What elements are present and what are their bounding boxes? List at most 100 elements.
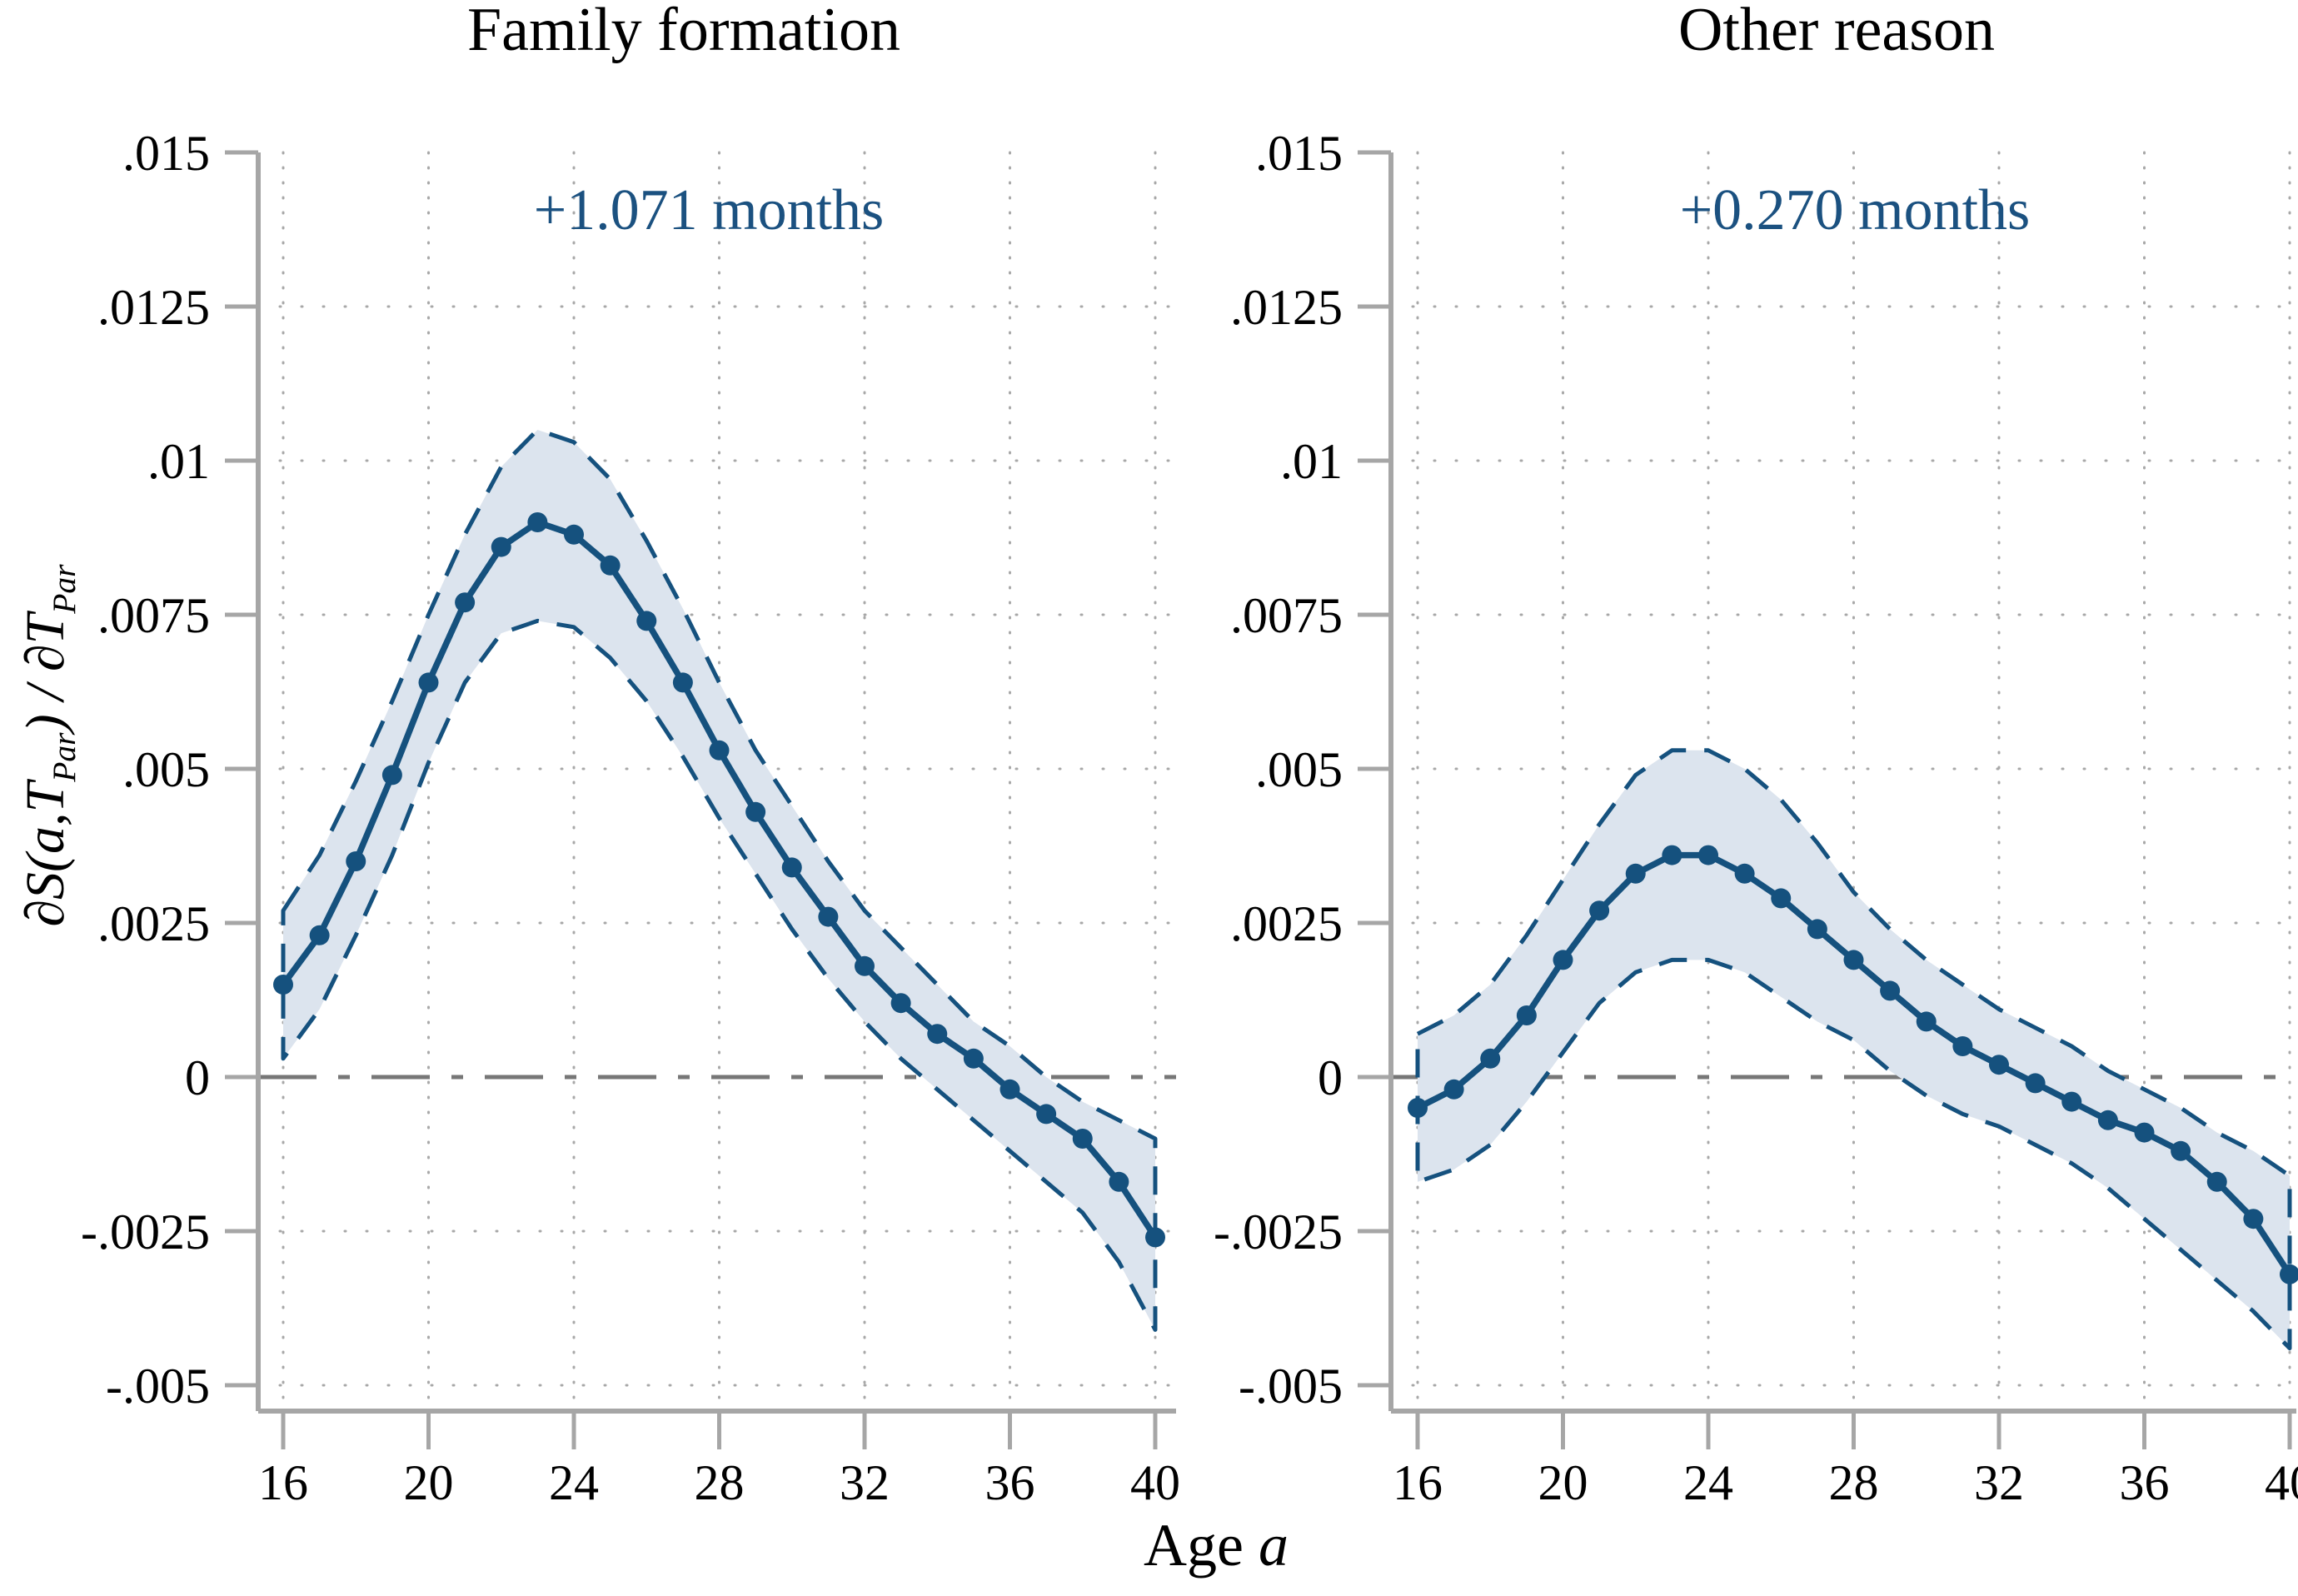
data-point [1916,1011,1937,1032]
data-point [1516,1005,1537,1025]
y-tick-label: -.005 [106,1359,210,1414]
data-point [2206,1171,2227,1192]
data-point [527,512,548,532]
annotation-other-reason: +0.270 months [1679,178,2031,242]
data-point [2097,1110,2118,1130]
confidence-band-outline [1415,748,2292,1351]
data-point [2171,1140,2191,1161]
axis-label-segment: ∂S(a,T [15,781,76,927]
x-tick-label: 32 [1974,1455,2024,1510]
y-tick-label: -.0025 [81,1204,210,1259]
y-tick-label: .0125 [1230,280,1343,335]
x-tick-label: 20 [1538,1455,1588,1510]
data-point [418,672,439,693]
y-tick-label: .0125 [97,280,210,335]
y-tick-label: .015 [1255,126,1343,181]
y-tick-label: 0 [1318,1050,1343,1105]
x-tick-label: 24 [549,1455,599,1510]
data-point [491,536,511,557]
data-point [1734,863,1755,884]
y-axis-label: ∂S(a,TPar) / ∂TPar [0,162,92,1329]
data-point [1698,845,1718,865]
x-tick-label: 32 [840,1455,890,1510]
data-point [1843,950,1864,970]
data-point [1072,1129,1093,1149]
x-tick-label: 28 [695,1455,745,1510]
y-tick-label: 0 [185,1050,210,1105]
y-tick-label: .01 [147,434,210,489]
data-point [745,801,766,822]
data-point [963,1048,984,1069]
x-axis-label: Age a [383,1498,2049,1594]
data-point [2243,1209,2264,1229]
y-tick-label: .005 [1255,742,1343,797]
data-point [672,672,693,693]
data-point [2280,1264,2298,1284]
confidence-band-outline [281,427,1158,1332]
x-tick-label: 36 [2120,1455,2170,1510]
data-point [346,851,366,871]
data-point [1625,863,1646,884]
x-tick-label: 24 [1683,1455,1733,1510]
data-point [564,524,584,545]
x-tick-label: 20 [404,1455,454,1510]
data-point [455,592,476,613]
confidence-band [1418,750,2290,1349]
panel-right: .015 .0125 .01 .0075 .005 .0025 0 -.0025 -.005 16… [1214,126,2298,1510]
data-point [1408,1098,1428,1118]
axis-label-segment: Age [1144,1512,1259,1579]
data-point [1145,1227,1165,1248]
panel-title-family-formation: Family formation [467,0,900,64]
y-tick-label: .0075 [1230,588,1343,643]
data-point [709,740,730,761]
y-tick-label: -.0025 [1214,1204,1343,1259]
x-tick-label: 28 [1829,1455,1879,1510]
axis-label-segment: Par [46,564,83,614]
y-tick-label: -.005 [1239,1359,1343,1414]
data-point [1480,1048,1501,1069]
panel-title-other-reason: Other reason [1677,0,1996,64]
axis-label-segment: Par [46,732,83,782]
data-point [2134,1122,2155,1143]
data-point [309,925,330,945]
y-tick-label: .0075 [97,588,210,643]
data-point [999,1079,1020,1100]
x-tick-label: 40 [2265,1455,2298,1510]
data-point [890,993,911,1014]
x-tick-label: 40 [1130,1455,1180,1510]
data-point [1553,950,1573,970]
data-point [1036,1104,1057,1125]
y-tick-label: .0025 [1230,896,1343,951]
data-point [855,955,875,976]
data-point [1589,900,1610,921]
data-point [273,975,293,995]
data-point [1989,1055,2009,1075]
x-tick-label: 16 [1393,1455,1443,1510]
data-point [600,555,621,576]
axis-label-segment: ) / ∂T [15,613,76,733]
panel-left: .015 .0125 .01 .0075 .005 .0025 0 -.0025 -.005 16… [81,126,1180,1510]
x-tick-label: 16 [258,1455,308,1510]
data-point [381,765,402,786]
y-tick-label: .01 [1280,434,1343,489]
data-point [1443,1079,1464,1100]
data-point [927,1024,948,1045]
axis-label-segment: a [1258,1512,1289,1579]
x-tick-label: 36 [985,1455,1035,1510]
data-point [636,611,657,631]
data-point [1662,845,1682,865]
data-point [1771,888,1792,909]
y-tick-label: .015 [122,126,210,181]
data-point [2061,1091,2082,1112]
data-point [2025,1073,2046,1094]
annotation-family-formation: +1.071 months [533,178,885,242]
data-point [1880,980,1901,1001]
y-tick-label: .005 [122,742,210,797]
data-point [1807,919,1827,940]
data-point [818,906,839,927]
data-point [1952,1036,1973,1056]
y-tick-label: .0025 [97,896,210,951]
confidence-band [283,430,1155,1330]
